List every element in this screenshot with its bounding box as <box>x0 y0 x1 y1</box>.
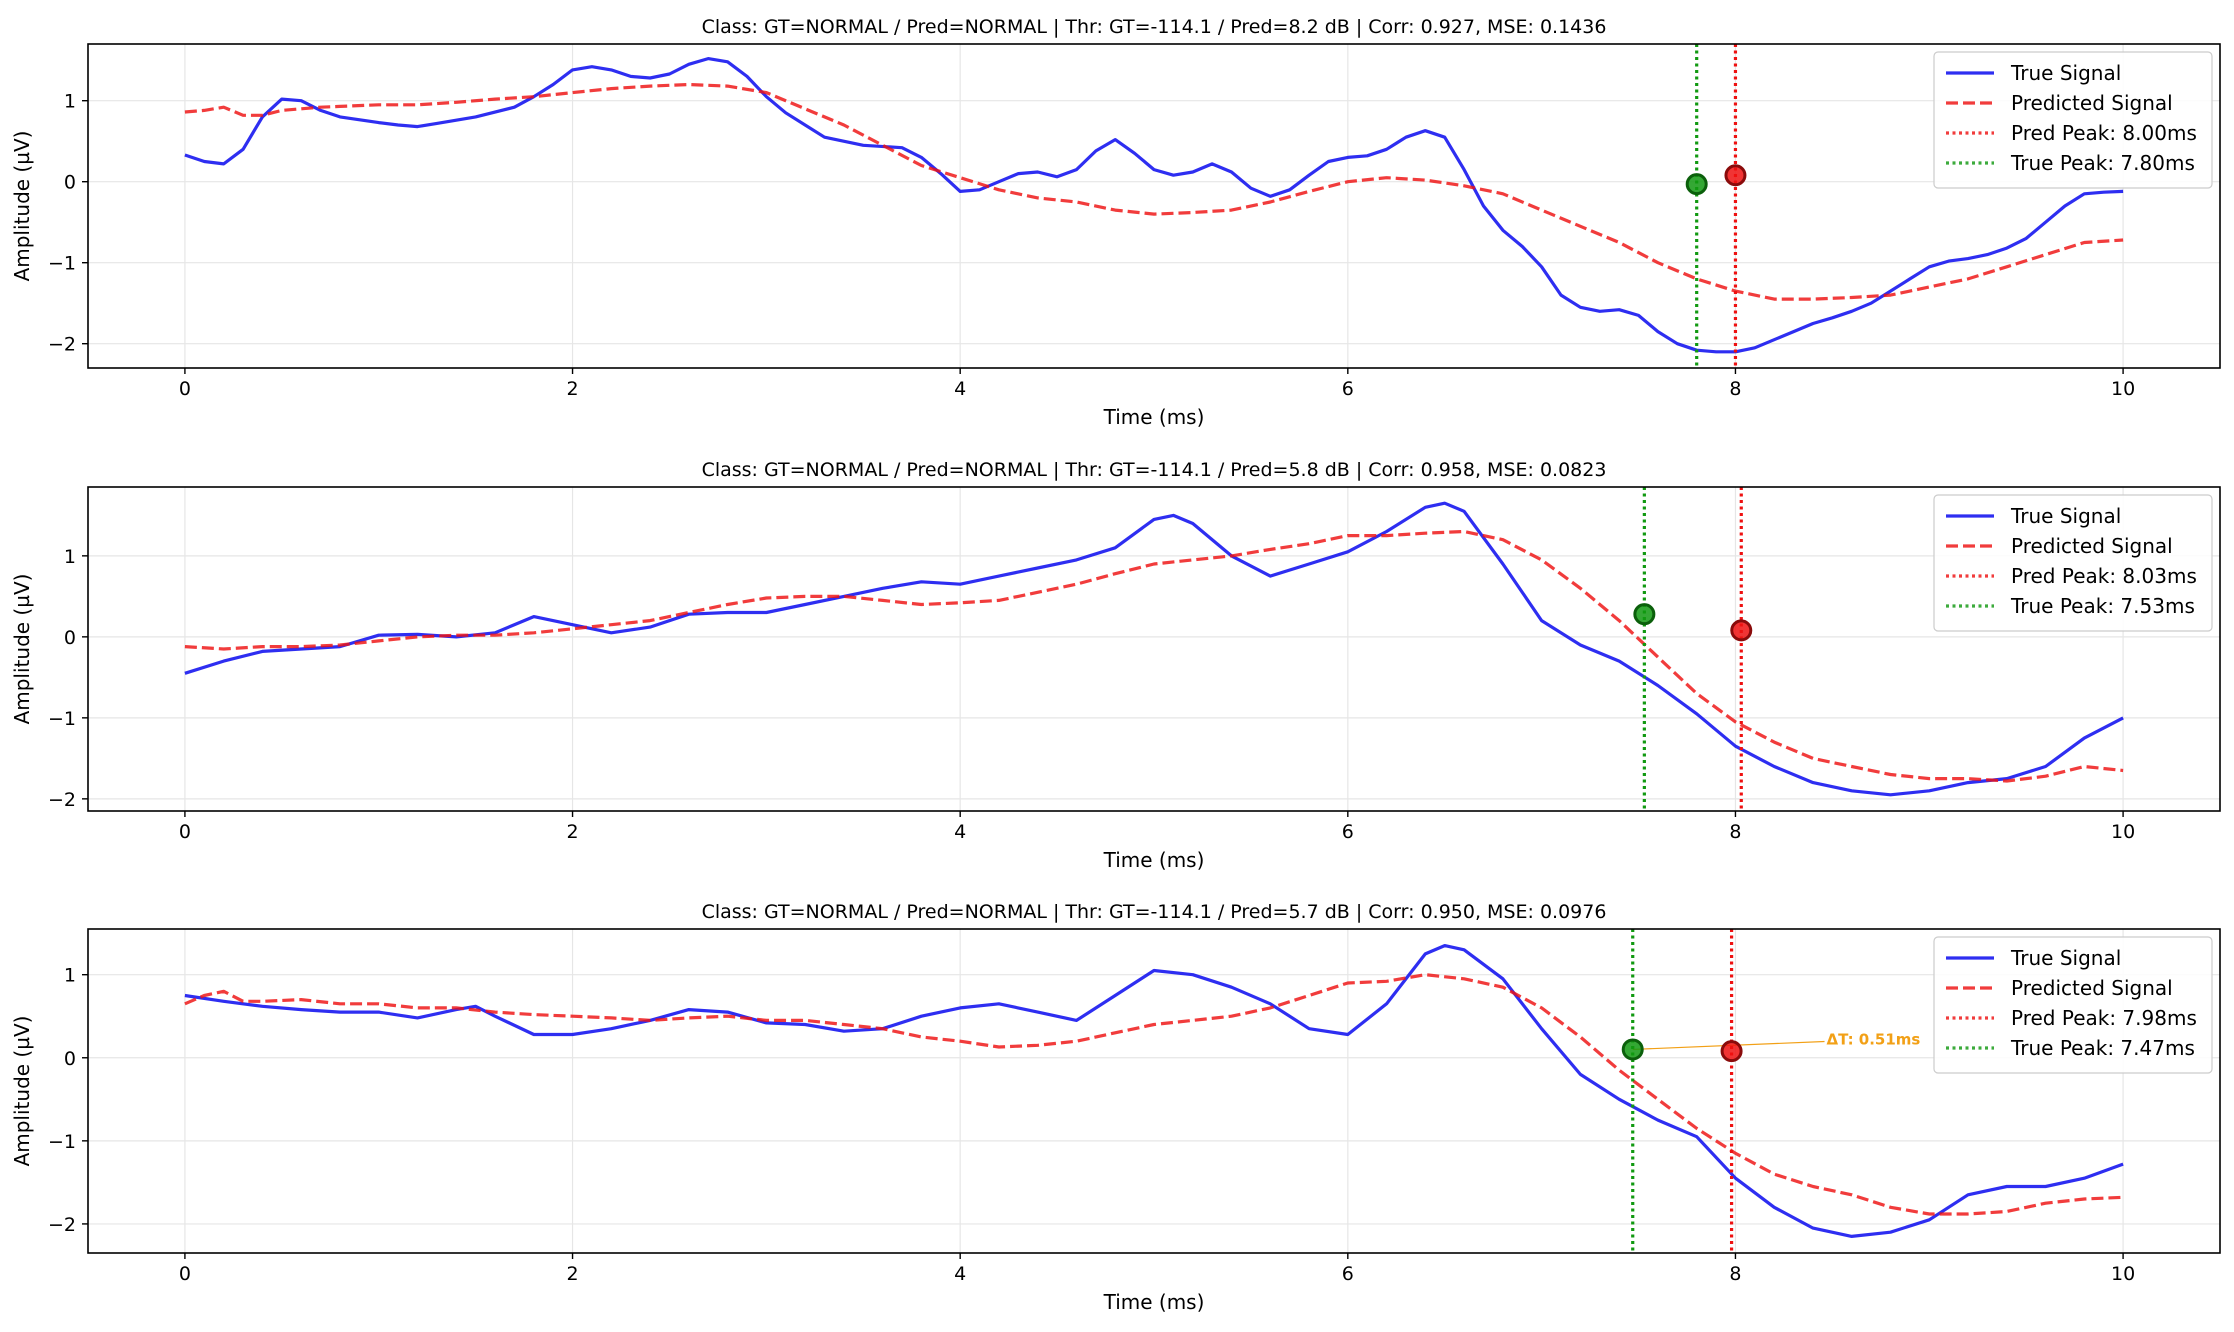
pred-peak-marker <box>1730 619 1753 642</box>
y-tick-label: 1 <box>64 965 76 987</box>
true-signal-line <box>184 57 2124 354</box>
y-tick-label: −2 <box>48 789 76 811</box>
x-tick-label: 6 <box>1342 1263 1354 1285</box>
y-tick-label: −1 <box>48 253 76 275</box>
x-tick-label: 0 <box>179 821 191 843</box>
legend: True Signal Predicted Signal Pred Peak: 7.… <box>1933 936 2213 1074</box>
chart-title: Class: GT=NORMAL / Pred=NORMAL | Thr: GT… <box>702 16 1607 38</box>
true-signal-line <box>184 501 2124 797</box>
x-tick-label: 6 <box>1342 378 1354 400</box>
x-tick-label: 10 <box>2111 821 2135 843</box>
pred-peak-marker <box>1724 164 1747 187</box>
y-axis-label: Amplitude (µV) <box>10 131 34 282</box>
x-tick-label: 10 <box>2111 1263 2135 1285</box>
chart-panel-1: 0 2 4 6 8 10 −2 −1 0 1 Class: GT=NORMAL / Pred=NOR… <box>10 16 2221 429</box>
predicted-signal-line <box>184 82 2124 301</box>
true-peak-marker <box>1685 173 1708 196</box>
plot-area <box>184 487 2124 811</box>
x-tick-label: 2 <box>566 821 578 843</box>
legend: True Signal Predicted Signal Pred Peak: 8.… <box>1933 494 2213 632</box>
plot-frame <box>87 486 2221 812</box>
y-axis-label: Amplitude (µV) <box>10 1016 34 1167</box>
y-tick-label: −2 <box>48 1214 76 1236</box>
legend-label: Predicted Signal <box>2011 976 2173 1000</box>
chart-title: Class: GT=NORMAL / Pred=NORMAL | Thr: GT… <box>702 901 1607 923</box>
plot-frame <box>87 928 2221 1254</box>
y-tick-label: 0 <box>64 1048 76 1070</box>
y-tick-label: −2 <box>48 334 76 356</box>
legend-label: Predicted Signal <box>2011 534 2173 558</box>
chart-panel-3: ΔT: 0.51ms 0 2 4 6 8 10 −2 −1 0 1 Class: GT=NORMAL … <box>10 901 2221 1314</box>
x-tick-label: 0 <box>179 378 191 400</box>
pred-peak-marker <box>1720 1040 1743 1063</box>
legend: True Signal Predicted Signal Pred Peak: 8.… <box>1933 51 2213 189</box>
legend-label: Pred Peak: 7.98ms <box>2011 1006 2197 1030</box>
x-axis-label: Time (ms) <box>1103 1290 1205 1314</box>
plot-area <box>184 929 2124 1253</box>
x-tick-label: 4 <box>954 1263 966 1285</box>
legend-label: True Signal <box>2010 946 2121 970</box>
predicted-signal-line <box>184 973 2124 1216</box>
y-tick-label: 1 <box>64 91 76 113</box>
y-tick-label: 0 <box>64 627 76 649</box>
legend-label: Pred Peak: 8.00ms <box>2011 121 2197 145</box>
plot-frame <box>87 43 2221 369</box>
true-signal-line <box>184 944 2124 1238</box>
y-tick-label: −1 <box>48 1131 76 1153</box>
true-peak-marker <box>1621 1038 1644 1061</box>
legend-box <box>1933 494 2213 632</box>
x-tick-label: 8 <box>1729 378 1741 400</box>
x-axis-label: Time (ms) <box>1103 405 1205 429</box>
legend-box <box>1933 936 2213 1074</box>
x-axis-label: Time (ms) <box>1103 848 1205 872</box>
legend-label: True Signal <box>2010 61 2121 85</box>
x-tick-label: 6 <box>1342 821 1354 843</box>
chart-title: Class: GT=NORMAL / Pred=NORMAL | Thr: GT… <box>702 459 1607 481</box>
legend-label: True Signal <box>2010 504 2121 528</box>
predicted-signal-line <box>184 529 2124 783</box>
legend-label: True Peak: 7.80ms <box>2010 151 2195 175</box>
x-tick-label: 4 <box>954 821 966 843</box>
y-tick-label: 0 <box>64 172 76 194</box>
x-tick-label: 2 <box>566 378 578 400</box>
legend-label: Predicted Signal <box>2011 91 2173 115</box>
y-axis-label: Amplitude (µV) <box>10 574 34 725</box>
y-tick-label: −1 <box>48 708 76 730</box>
true-peak-marker <box>1633 603 1656 626</box>
x-tick-label: 4 <box>954 378 966 400</box>
legend-label: True Peak: 7.53ms <box>2010 594 2195 618</box>
chart-panel-2: 0 2 4 6 8 10 −2 −1 0 1 Class: GT=NORMAL / Pred=NOR… <box>10 459 2221 872</box>
x-tick-label: 0 <box>179 1263 191 1285</box>
x-tick-label: 2 <box>566 1263 578 1285</box>
legend-box <box>1933 51 2213 189</box>
legend-label: Pred Peak: 8.03ms <box>2011 564 2197 588</box>
plot-area <box>184 44 2124 368</box>
x-tick-label: 10 <box>2111 378 2135 400</box>
x-tick-label: 8 <box>1729 1263 1741 1285</box>
delta-t-annotation: ΔT: 0.51ms <box>1827 1030 1921 1048</box>
legend-label: True Peak: 7.47ms <box>2010 1036 2195 1060</box>
x-tick-label: 8 <box>1729 821 1741 843</box>
y-tick-label: 1 <box>64 546 76 568</box>
